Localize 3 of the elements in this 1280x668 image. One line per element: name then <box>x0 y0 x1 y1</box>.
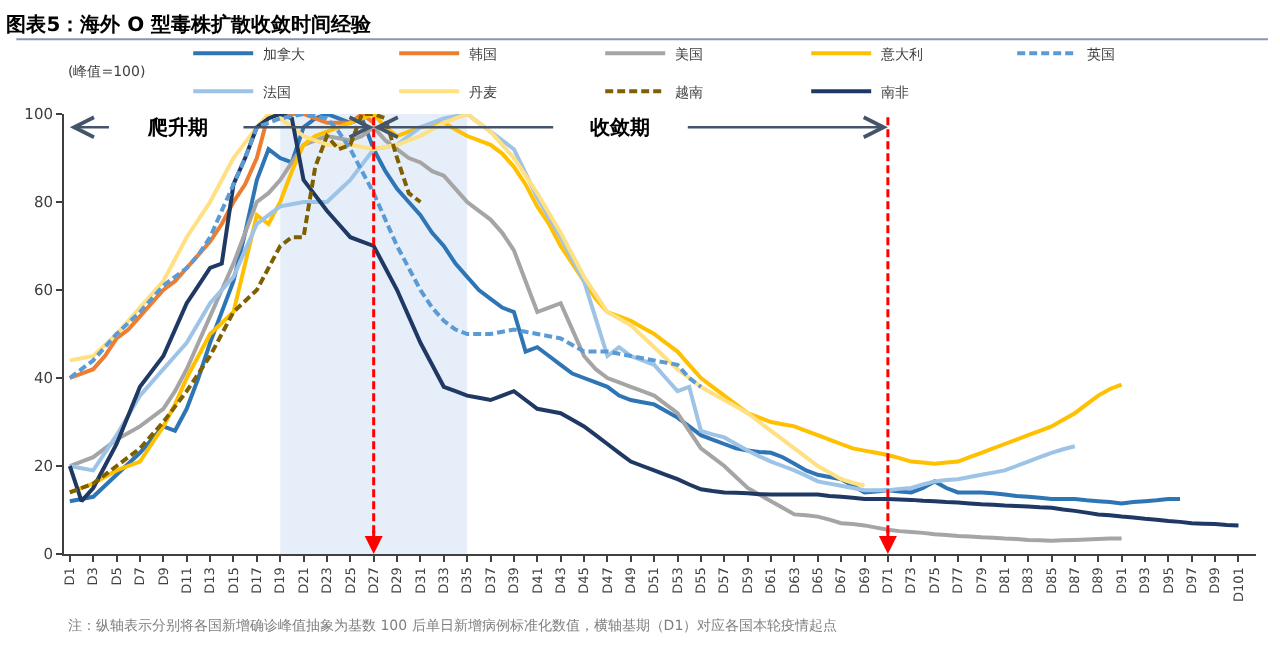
chart-title: 图表5：海外 O 型毒株扩散收敛时间经验 <box>6 12 374 37</box>
annotation: 收敛期 <box>590 116 650 140</box>
annotation: 爬升期 <box>146 116 208 140</box>
